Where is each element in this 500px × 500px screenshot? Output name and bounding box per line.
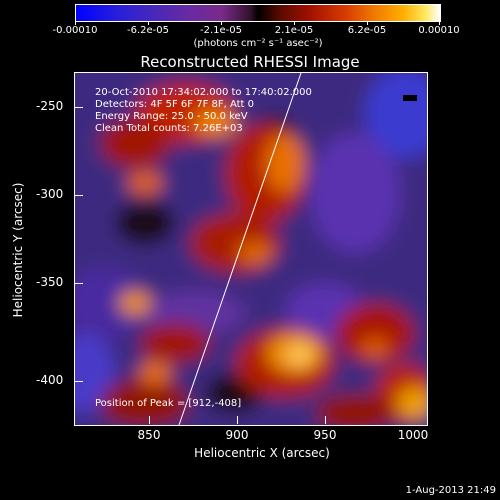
colorbar-label: -2.1e-05 bbox=[200, 25, 242, 36]
y-tick-label: -250 bbox=[36, 99, 64, 113]
colorbar-label: 2.1e-05 bbox=[274, 25, 314, 36]
y-tick-label: -350 bbox=[36, 275, 64, 289]
colorbar-label: 0.00010 bbox=[418, 25, 460, 36]
colorbar bbox=[75, 4, 441, 22]
colorbar-label: 6.2e-05 bbox=[347, 25, 387, 36]
y-tick bbox=[75, 107, 83, 108]
colorbar-tick bbox=[367, 21, 368, 25]
detectors-info: Detectors: 4F 5F 6F 7F 8F, Att 0 bbox=[95, 99, 255, 110]
colorbar-units: (photons cm⁻² s⁻¹ asec⁻²) bbox=[193, 38, 323, 49]
y-tick bbox=[75, 381, 83, 382]
clean-counts: Clean Total counts: 7.26E+03 bbox=[95, 123, 243, 134]
x-tick-label: 850 bbox=[137, 428, 161, 442]
colorbar-label: -6.2e-05 bbox=[127, 25, 169, 36]
image-title: Reconstructed RHESSI Image bbox=[140, 53, 360, 71]
energy-range: Energy Range: 25.0 - 50.0 keV bbox=[95, 111, 248, 122]
peak-position: Position of Peak = [912,-408] bbox=[95, 398, 242, 409]
time-range: 20-Oct-2010 17:34:02.000 to 17:40:02.000 bbox=[95, 87, 312, 98]
x-tick-label: 900 bbox=[225, 428, 249, 442]
timestamp: 1-Aug-2013 21:49 bbox=[405, 485, 496, 496]
image-canvas bbox=[75, 73, 427, 425]
y-axis-label: Heliocentric Y (arcsec) bbox=[11, 182, 25, 318]
x-tick bbox=[237, 416, 238, 424]
rhessi-image: 20-Oct-2010 17:34:02.000 to 17:40:02.000… bbox=[74, 72, 428, 426]
colorbar-tick bbox=[294, 21, 295, 25]
y-tick-label: -400 bbox=[36, 373, 64, 387]
colorbar-label: -0.00010 bbox=[52, 25, 98, 36]
colorbar-tick bbox=[75, 21, 76, 25]
y-tick bbox=[75, 283, 83, 284]
colorbar-tick bbox=[148, 21, 149, 25]
colorbar-tick bbox=[439, 21, 440, 25]
x-tick bbox=[149, 416, 150, 424]
x-axis-label: Heliocentric X (arcsec) bbox=[194, 446, 330, 460]
x-tick bbox=[325, 416, 326, 424]
x-tick-label: 1000 bbox=[397, 428, 429, 442]
y-tick-label: -300 bbox=[36, 187, 64, 201]
colorbar-tick bbox=[221, 21, 222, 25]
y-tick bbox=[75, 195, 83, 196]
x-tick-label: 950 bbox=[313, 428, 337, 442]
